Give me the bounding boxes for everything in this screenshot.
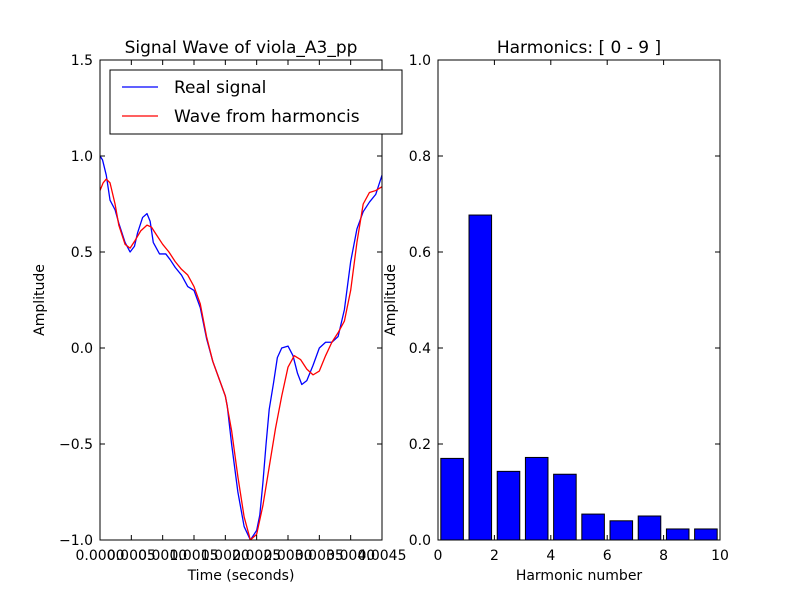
signal-x-tick-label: 0.0035 <box>295 548 344 564</box>
signal-y-axis-label: Amplitude <box>32 264 48 336</box>
signal-y-tick-label: 1.0 <box>71 149 93 165</box>
signal-x-tick-label: 0.0005 <box>107 548 156 564</box>
signal-x-tick-label: 0.0015 <box>170 548 219 564</box>
harmonic-bar <box>609 520 634 541</box>
harmonic-bar <box>665 528 690 541</box>
signal-x-tick-label: 0.0020 <box>201 548 250 564</box>
signal-plot-frame <box>99 59 383 541</box>
harmonics-wave-line <box>100 178 382 540</box>
harmonics-plot-frame <box>437 59 721 541</box>
harmonics-x-tick-label: 4 <box>546 548 555 564</box>
harmonic-bar <box>553 473 577 541</box>
signal-x-tick-label: 0.0010 <box>138 548 187 564</box>
harmonic-bar <box>468 214 493 541</box>
signal-x-axis-label: Time (seconds) <box>187 568 295 584</box>
harmonic-bar <box>440 457 464 541</box>
signal-y-tick-label: −1.0 <box>59 533 93 549</box>
harmonics-y-axis-label: Amplitude <box>383 264 399 336</box>
harmonics-y-tick-label: 0.8 <box>409 149 431 165</box>
signal-wave-chart: Signal Wave of viola_A3_pp 0.00000.00050… <box>32 38 407 584</box>
harmonics-y-tick-label: 0.0 <box>409 533 431 549</box>
legend: Real signal Wave from harmoncis <box>109 69 403 135</box>
harmonic-bar <box>496 470 521 541</box>
harmonics-chart: Harmonics: [ 0 - 9 ] 0 2 4 6 8 10 0.0 0.2 0.4 0.… <box>383 38 729 584</box>
harmonics-y-tick-label: 0.6 <box>409 245 431 261</box>
signal-x-tick-label: 0.0025 <box>232 548 281 564</box>
signal-x-tick-label: 0.0040 <box>326 548 375 564</box>
harmonics-y-tick-label: 1.0 <box>409 53 431 69</box>
legend-harmonics-wave-label: Wave from harmoncis <box>174 107 360 127</box>
harmonics-x-tick-label: 10 <box>711 548 729 564</box>
harmonics-chart-title: Harmonics: [ 0 - 9 ] <box>497 38 661 58</box>
signal-chart-title: Signal Wave of viola_A3_pp <box>125 38 358 58</box>
harmonics-x-tick-label: 0 <box>434 548 443 564</box>
signal-y-tick-label: 0.5 <box>71 245 93 261</box>
harmonics-x-tick-label: 6 <box>603 548 612 564</box>
signal-y-tick-label: −0.5 <box>59 437 93 453</box>
harmonic-bar <box>524 456 549 541</box>
signal-x-tick-label: 0.0045 <box>358 548 407 564</box>
harmonic-bar <box>637 515 662 541</box>
signal-x-tick-label: 0.0000 <box>76 548 125 564</box>
signal-y-tick-label: 0.0 <box>71 341 93 357</box>
signal-y-tick-label: 1.5 <box>71 53 93 69</box>
harmonic-bar <box>581 513 605 541</box>
harmonics-x-tick-label: 2 <box>490 548 499 564</box>
harmonic-bar <box>694 528 718 541</box>
legend-real-signal-label: Real signal <box>174 78 266 98</box>
signal-x-tick-label: 0.0030 <box>264 548 313 564</box>
legend-box <box>109 69 403 135</box>
harmonics-y-tick-label: 0.4 <box>409 341 431 357</box>
harmonics-x-axis-label: Harmonic number <box>516 568 643 584</box>
harmonics-y-tick-label: 0.2 <box>409 437 431 453</box>
harmonics-x-tick-label: 8 <box>659 548 668 564</box>
real-signal-line <box>100 155 382 540</box>
